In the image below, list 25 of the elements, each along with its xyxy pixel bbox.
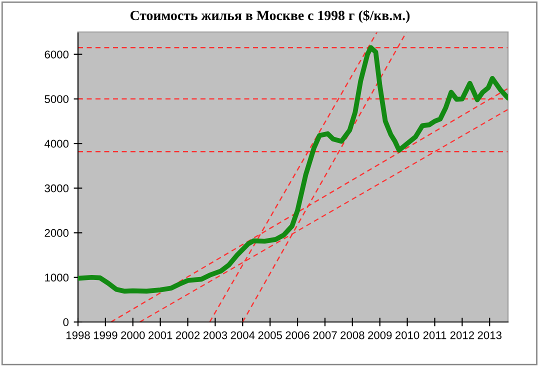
x-tick-label: 2001 (148, 331, 172, 340)
y-tick-label: 1000 (45, 274, 69, 282)
x-tick-label: 2000 (121, 331, 145, 340)
x-tick-label: 2006 (286, 331, 310, 340)
chart-title: Стоимость жилья в Москве с 1998 г ($/кв.м.) (130, 10, 410, 23)
x-tick-label: 2003 (203, 331, 228, 340)
x-tick-label: 1999 (94, 331, 118, 340)
x-tick-label: 2007 (313, 331, 337, 340)
y-tick-label: 5000 (44, 95, 69, 104)
y-tick-label: 3000 (44, 184, 69, 192)
y-tick-label: 4000 (44, 140, 69, 148)
x-tick-label: 2012 (450, 331, 474, 340)
y-tick-label: 2000 (44, 229, 69, 237)
x-tick-label: 2010 (395, 331, 420, 340)
x-tick-label: 2004 (230, 331, 255, 340)
x-tick-label: 2011 (423, 331, 446, 340)
y-tick-label: 6000 (44, 50, 69, 58)
x-tick-label: 2002 (176, 331, 200, 340)
x-tick-label: 2013 (478, 331, 502, 340)
y-tick-label: 0 (63, 318, 69, 326)
x-tick-label: 2009 (368, 331, 392, 340)
x-tick-label: 2005 (258, 331, 282, 340)
x-tick-label: 1998 (66, 331, 90, 340)
x-tick-label: 2008 (340, 331, 364, 340)
line-series (78, 45, 508, 294)
